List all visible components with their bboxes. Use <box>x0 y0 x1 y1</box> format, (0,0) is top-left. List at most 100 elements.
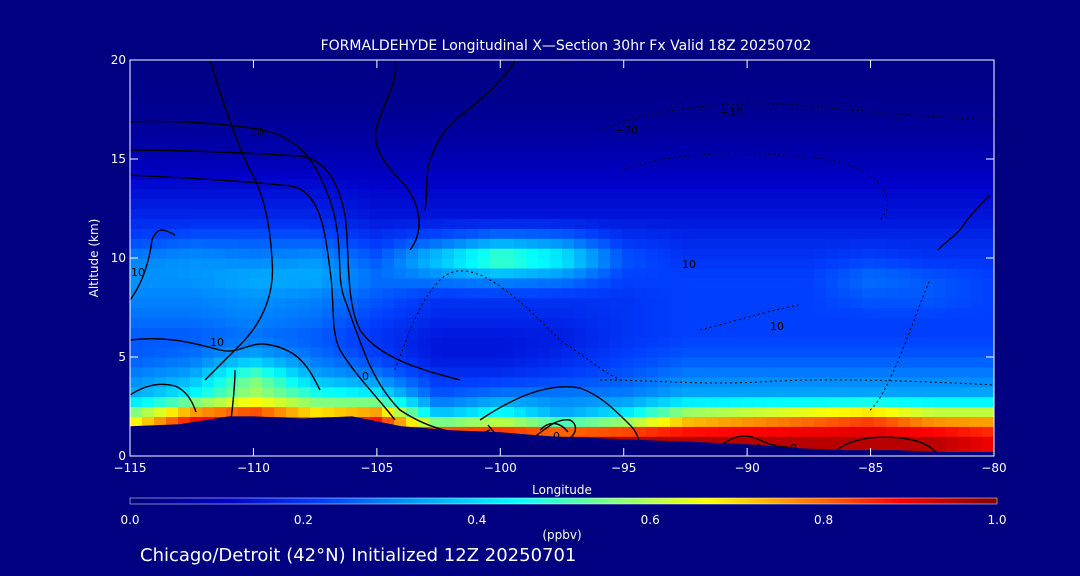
heat-cell <box>898 337 911 348</box>
heat-cell <box>610 267 623 279</box>
heat-cell <box>226 99 239 111</box>
heat-cell <box>850 347 863 358</box>
heat-cell <box>946 129 959 140</box>
heat-cell <box>334 60 347 71</box>
heat-cell <box>430 208 443 219</box>
heat-cell <box>346 277 359 289</box>
heat-cell <box>814 258 827 269</box>
heat-cell <box>766 159 779 170</box>
heat-cell <box>802 406 815 417</box>
heat-cell <box>754 258 767 269</box>
heat-cell <box>562 99 575 111</box>
heat-cell <box>226 178 239 190</box>
heat-cell <box>190 109 203 120</box>
heat-cell <box>262 168 275 180</box>
heat-cell <box>886 337 899 348</box>
heat-cell <box>346 139 359 150</box>
heat-cell <box>250 248 263 259</box>
heat-cell <box>562 267 575 279</box>
heat-cell <box>262 60 275 71</box>
heat-cell <box>634 238 647 249</box>
heat-cell <box>382 159 395 170</box>
heat-cell <box>430 99 443 111</box>
heat-cell <box>478 218 491 229</box>
heat-cell <box>262 258 275 269</box>
heat-cell <box>250 287 263 299</box>
heat-cell <box>418 297 431 309</box>
heat-cell <box>298 168 311 180</box>
heat-cell <box>166 168 179 180</box>
heat-cell <box>142 238 155 249</box>
heat-cell <box>346 159 359 170</box>
heat-cell <box>802 178 815 190</box>
heat-cell <box>154 416 167 427</box>
heat-cell <box>766 109 779 120</box>
heat-cell <box>370 396 383 408</box>
heat-cell <box>958 228 971 239</box>
heat-cell <box>790 307 803 318</box>
heat-cell <box>478 366 491 378</box>
heat-cell <box>790 406 803 417</box>
heat-cell <box>370 238 383 249</box>
heat-cell <box>526 307 539 318</box>
heat-cell <box>670 218 683 229</box>
heat-cell <box>550 149 563 160</box>
heat-cell <box>670 69 683 81</box>
heat-cell <box>154 60 167 71</box>
heat-cell <box>430 168 443 180</box>
heat-cell <box>742 99 755 111</box>
heat-cell <box>358 69 371 81</box>
heat-cell <box>826 386 839 398</box>
heat-cell <box>670 99 683 111</box>
heat-cell <box>730 228 743 239</box>
heat-cell <box>202 347 215 358</box>
heat-cell <box>262 317 275 328</box>
heat-cell <box>610 129 623 140</box>
heat-cell <box>934 436 947 447</box>
heat-cell <box>142 267 155 279</box>
heat-cell <box>334 317 347 328</box>
heat-cell <box>610 376 623 388</box>
heat-cell <box>838 386 851 398</box>
heat-cell <box>946 188 959 200</box>
heat-cell <box>154 119 167 130</box>
heat-cell <box>550 347 563 358</box>
heat-cell <box>934 139 947 150</box>
heat-cell <box>358 60 371 71</box>
heat-cell <box>142 386 155 398</box>
heat-cell <box>190 198 203 210</box>
heat-cell <box>394 267 407 279</box>
heat-cell <box>502 208 515 219</box>
heat-cell <box>610 366 623 378</box>
heat-cell <box>802 376 815 388</box>
heat-cell <box>586 396 599 408</box>
heat-cell <box>358 178 371 190</box>
heat-cell <box>898 436 911 447</box>
heat-cell <box>598 297 611 309</box>
heat-cell <box>406 218 419 229</box>
heat-cell <box>646 228 659 239</box>
heat-cell <box>802 396 815 408</box>
heat-cell <box>370 347 383 358</box>
heat-cell <box>910 188 923 200</box>
heat-cell <box>922 297 935 309</box>
heat-cell <box>910 347 923 358</box>
heat-cell <box>946 307 959 318</box>
heat-cell <box>862 416 875 427</box>
heat-cell <box>178 357 191 368</box>
heat-cell <box>814 347 827 358</box>
heat-cell <box>538 376 551 388</box>
heat-cell <box>922 347 935 358</box>
heat-cell <box>718 208 731 219</box>
heat-cell <box>718 297 731 309</box>
heat-cell <box>730 119 743 130</box>
heat-cell <box>406 109 419 120</box>
heat-cell <box>442 406 455 417</box>
heat-cell <box>346 238 359 249</box>
heat-cell <box>166 139 179 150</box>
heat-cell <box>802 267 815 279</box>
heat-cell <box>814 119 827 130</box>
heat-cell <box>862 258 875 269</box>
heat-cell <box>574 228 587 239</box>
heat-cell <box>718 317 731 328</box>
